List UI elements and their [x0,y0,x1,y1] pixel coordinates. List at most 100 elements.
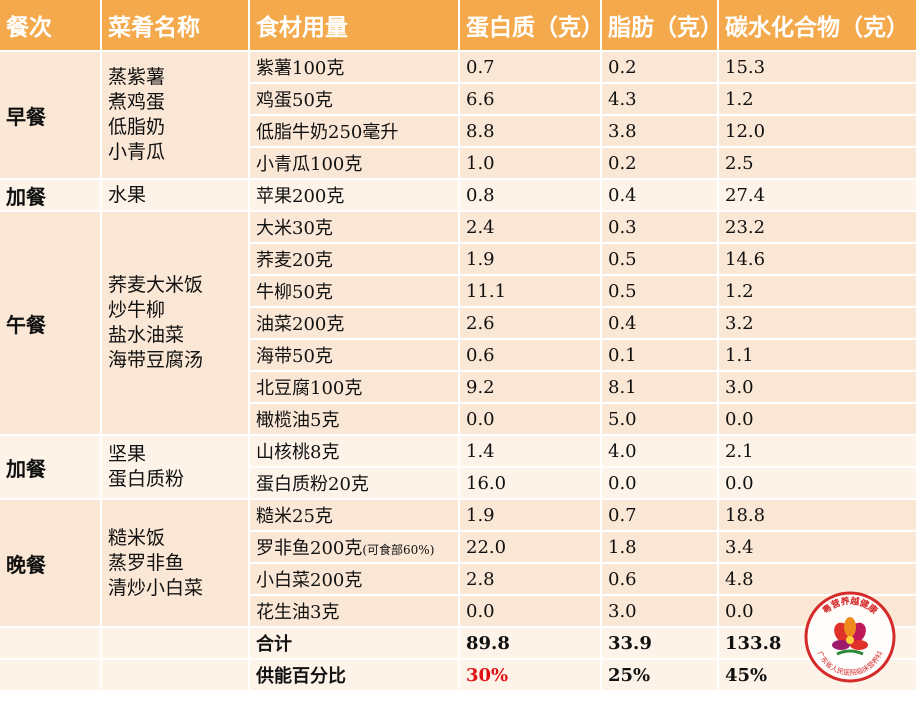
fat-cell: 4.0 [601,435,719,468]
table-row: 海带50克 0.6 0.1 1.1 [0,339,916,372]
ingredient-amount: 蛋白质粉20克 [256,474,369,495]
carb-cell: 14.6 [718,243,916,276]
empty-cell [101,659,250,692]
protein-cell: 22.0 [459,531,602,564]
protein-cell: 8.8 [459,115,602,148]
table-row: 午餐 荞麦大米饭 炒牛柳 盐水油菜 海带豆腐汤 大米30克 2.4 0.3 23.2 [0,211,916,436]
fat-cell: 0.5 [601,275,719,308]
dish-name: 煮鸡蛋 [108,91,166,113]
col-header-meal: 餐次 [0,0,102,52]
ingredient-amount: 苹果200克 [256,186,345,207]
table-row: 蛋白质粉20克 16.0 0.0 0.0 [0,467,916,500]
ingredient-cell: 油菜200克 [249,307,460,340]
table-row: 鸡蛋50克 6.6 4.3 1.2 [0,83,916,116]
ingredient-cell: 小白菜200克 [249,563,460,596]
ingredient-cell: 北豆腐100克 [249,371,460,404]
ingredient-cell: 橄榄油5克 [249,403,460,436]
ingredient-cell: 荞麦20克 [249,243,460,276]
col-header-dish: 菜肴名称 [101,0,250,52]
protein-cell: 6.6 [459,83,602,116]
protein-cell: 0.0 [459,403,602,436]
dish-name: 炒牛柳 [108,299,166,321]
carb-cell: 1.2 [718,83,916,116]
protein-cell: 0.8 [459,179,602,212]
table-row: 小白菜200克 2.8 0.6 4.8 [0,563,916,596]
table-row: 加餐 水果 苹果200克 0.8 0.4 27.4 [0,179,916,212]
protein-cell: 1.0 [459,147,602,180]
ingredient-cell: 小青瓜100克 [249,147,460,180]
dish-list-cell: 坚果 蛋白质粉 [101,435,250,500]
carb-cell: 4.8 [718,563,916,596]
meal-name-cell: 加餐 [0,435,102,500]
meal-name-cell: 午餐 [0,211,102,436]
ingredient-amount: 花生油3克 [256,602,340,623]
fat-cell: 0.4 [601,179,719,212]
ingredient-amount: 小白菜200克 [256,570,363,591]
table-row: 小青瓜100克 1.0 0.2 2.5 [0,147,916,180]
ingredient-cell: 蛋白质粉20克 [249,467,460,500]
col-header-carb: 碳水化合物（克） [718,0,916,52]
table-row: 晚餐 糙米饭 蒸罗非鱼 清炒小白菜 糙米25克 1.9 0.7 18.8 [0,499,916,628]
fat-cell: 8.1 [601,371,719,404]
ingredient-amount: 紫薯100克 [256,58,345,79]
carb-cell: 3.2 [718,307,916,340]
meal-name-cell: 加餐 [0,179,102,212]
dish-name: 水果 [108,183,147,206]
fat-cell: 3.0 [601,595,719,628]
carb-cell: 3.0 [718,371,916,404]
ingredient-amount: 油菜200克 [256,314,345,335]
summary-label: 合计 [249,627,460,660]
ingredient-cell: 低脂牛奶250毫升 [249,115,460,148]
protein-cell: 16.0 [459,467,602,500]
table-row: 加餐 坚果 蛋白质粉 山核桃8克 1.4 4.0 2.1 [0,435,916,500]
carb-cell: 18.8 [718,499,916,532]
ingredient-note: (可食部60%) [362,543,435,557]
carb-cell: 1.1 [718,339,916,372]
table-row: 荞麦20克 1.9 0.5 14.6 [0,243,916,276]
dish-name: 荞麦大米饭 [108,274,204,296]
ingredient-amount: 牛柳50克 [256,282,333,303]
carb-cell: 0.0 [718,403,916,436]
fat-cell: 1.8 [601,531,719,564]
dish-name: 蛋白质粉 [108,468,185,490]
dish-list-cell: 蒸紫薯 煮鸡蛋 低脂奶 小青瓜 [101,51,250,180]
fat-cell: 0.2 [601,51,719,84]
empty-cell [101,627,250,660]
carb-cell: 2.5 [718,147,916,180]
ingredient-cell: 海带50克 [249,339,460,372]
protein-cell: 9.2 [459,371,602,404]
dish-list-cell: 糙米饭 蒸罗非鱼 清炒小白菜 [101,499,250,628]
fat-cell: 0.3 [601,211,719,244]
dish-name: 糙米饭 [108,526,166,549]
meal-name-cell: 晚餐 [0,499,102,628]
dish-list-cell: 水果 [101,179,250,212]
ingredient-amount: 糙米25克 [256,506,333,527]
protein-cell: 1.9 [459,243,602,276]
carb-cell: 0.0 [718,467,916,500]
empty-cell [0,627,102,660]
col-header-fat: 脂肪（克） [601,0,719,52]
ingredient-cell: 花生油3克 [249,595,460,628]
ingredient-amount: 海带50克 [256,346,333,367]
protein-total-cell: 30% [459,659,602,692]
fat-total-cell: 33.9 [601,627,719,660]
ingredient-amount: 大米30克 [256,218,333,239]
hospital-stamp-logo: 粤营养越健康 广东省人民医院临床营养科 [804,591,896,683]
protein-cell: 2.4 [459,211,602,244]
total-row: 合计 89.8 33.9 133.8 [0,627,916,660]
fat-cell: 5.0 [601,403,719,436]
dish-name: 低脂奶 [108,116,166,138]
carb-cell: 3.4 [718,531,916,564]
energy-percent-row: 供能百分比 30% 25% 45% [0,659,916,692]
fat-cell: 0.6 [601,563,719,596]
fat-total-cell: 25% [601,659,719,692]
fat-cell: 4.3 [601,83,719,116]
flower-emblem-icon [832,617,868,656]
protein-cell: 2.6 [459,307,602,340]
empty-cell [0,659,102,692]
header-row: 餐次 菜肴名称 食材用量 蛋白质（克） 脂肪（克） 碳水化合物（克） [0,0,916,52]
summary-label: 供能百分比 [249,659,460,692]
meal-name-cell: 早餐 [0,51,102,180]
dish-name: 蒸紫薯 [108,66,166,88]
ingredient-amount: 鸡蛋50克 [256,90,333,111]
